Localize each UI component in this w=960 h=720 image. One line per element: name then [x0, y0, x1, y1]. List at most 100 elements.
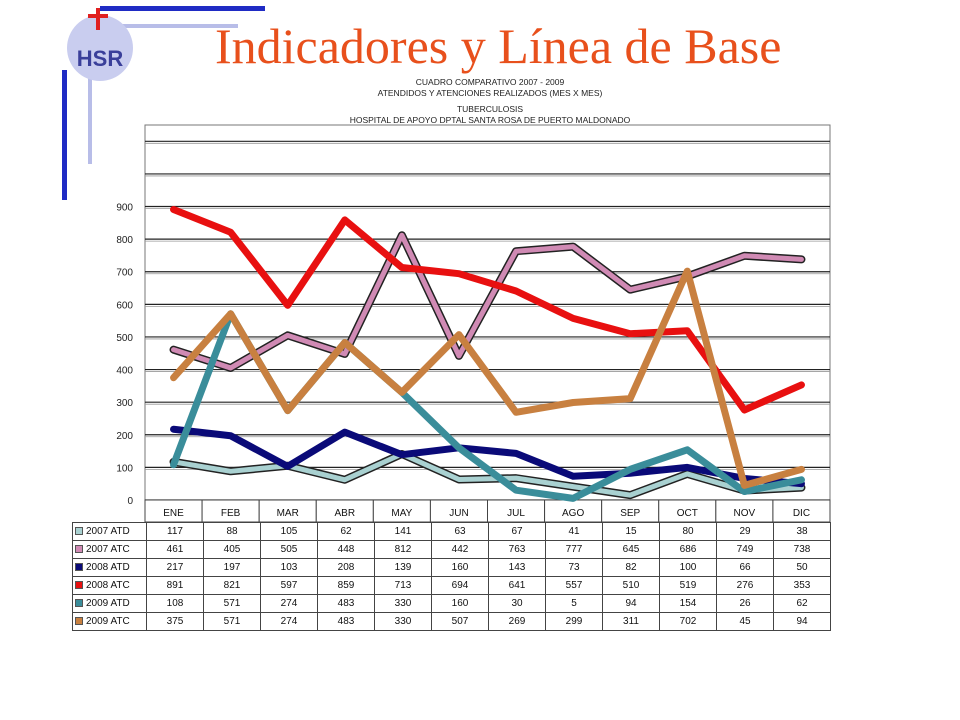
- table-cell: 62: [317, 522, 375, 541]
- table-cell: 641: [488, 576, 546, 595]
- data-point-2009-atd: [572, 497, 574, 499]
- chart-title-line-2: ATENDIDOS Y ATENCIONES REALIZADOS (MES X…: [377, 88, 603, 98]
- data-point-2009-atc: [800, 468, 802, 470]
- data-point-2007-atd: [230, 470, 232, 472]
- data-point-2009-atc: [458, 334, 460, 336]
- x-tick-label: FEB: [221, 508, 241, 519]
- data-point-2008-atd: [401, 454, 403, 456]
- table-cell: 859: [317, 576, 375, 595]
- data-point-2007-atc: [629, 289, 631, 291]
- x-tick-label: NOV: [734, 508, 756, 519]
- table-cell: 103: [260, 558, 318, 577]
- table-cell: 405: [203, 540, 261, 559]
- table-row: 2008 ATC 891 821 597 859 713 694 641 557 510 519 27…: [72, 576, 831, 595]
- table-cell: 38: [773, 522, 831, 541]
- y-tick-label: 700: [116, 268, 133, 279]
- legend-entry: 2008 ATD: [72, 558, 147, 577]
- table-cell: 217: [146, 558, 204, 577]
- table-cell: 63: [431, 522, 489, 541]
- table-cell: 299: [545, 612, 603, 631]
- table-cell: 41: [545, 522, 603, 541]
- y-tick-label: 200: [116, 431, 133, 442]
- data-point-2008-atd: [572, 475, 574, 477]
- table-cell: 375: [146, 612, 204, 631]
- y-tick-label: 400: [116, 366, 133, 377]
- legend-label: 2009 ATC: [86, 616, 130, 627]
- data-point-2008-atc: [458, 273, 460, 275]
- x-tick-label: ENE: [163, 508, 184, 519]
- table-cell: 82: [602, 558, 660, 577]
- table-cell: 557: [545, 576, 603, 595]
- legend-entry: 2009 ATC: [72, 612, 147, 631]
- data-point-2008-atd: [686, 466, 688, 468]
- data-point-2008-atc: [515, 290, 517, 292]
- table-cell: 274: [260, 594, 318, 613]
- table-cell: 26: [716, 594, 774, 613]
- data-point-2008-atc: [401, 267, 403, 268]
- series-line-2007-atd: [171, 451, 804, 498]
- data-point-2009-atd: [800, 479, 802, 481]
- table-cell: 821: [203, 576, 261, 595]
- table-cell: 29: [716, 522, 774, 541]
- data-point-2007-atd: [800, 487, 802, 489]
- table-cell: 330: [374, 612, 432, 631]
- data-point-2007-atc: [572, 246, 574, 248]
- data-point-2009-atd: [743, 491, 745, 493]
- data-point-2009-atd: [686, 449, 688, 451]
- table-cell: 108: [146, 594, 204, 613]
- legend-swatch-icon: [75, 581, 83, 590]
- table-cell: 66: [716, 558, 774, 577]
- legend-label: 2008 ATC: [86, 580, 130, 591]
- data-point-2007-atc: [743, 255, 745, 257]
- table-row: 2009 ATD 108 571 274 483 330 160 30 5 94 154 26 62: [72, 594, 831, 613]
- legend-entry: 2007 ATD: [72, 522, 147, 541]
- data-point-2007-atc: [344, 353, 346, 355]
- table-cell: 645: [602, 540, 660, 559]
- table-cell: 571: [203, 612, 261, 631]
- data-point-2008-atc: [572, 317, 574, 319]
- table-cell: 461: [146, 540, 204, 559]
- table-row: 2008 ATD 217 197 103 208 139 160 143 73 82 100 66 50: [72, 558, 831, 577]
- series-line-2009-atc: [170, 267, 805, 489]
- data-point-2007-atc: [800, 258, 802, 260]
- chart-title-line-1: CUADRO COMPARATIVO 2007 - 2009: [415, 77, 565, 87]
- data-point-2008-atd: [173, 428, 175, 430]
- data-point-2009-atd: [629, 468, 631, 470]
- logo-text: HSR: [77, 46, 124, 71]
- data-point-2008-atc: [344, 219, 346, 221]
- data-point-2009-atc: [287, 410, 289, 412]
- data-point-2009-atc: [572, 402, 574, 403]
- table-cell: 141: [374, 522, 432, 541]
- table-cell: 94: [602, 594, 660, 613]
- table-cell: 777: [545, 540, 603, 559]
- table-cell: 94: [773, 612, 831, 631]
- legend-label: 2008 ATD: [86, 562, 130, 573]
- data-point-2007-atd: [458, 478, 460, 480]
- table-row: 2009 ATC 375 571 274 483 330 507 269 299 311 702 45…: [72, 612, 831, 631]
- table-cell: 702: [659, 612, 717, 631]
- hospital-logo: HSR: [67, 8, 133, 81]
- table-cell: 197: [203, 558, 261, 577]
- table-cell: 891: [146, 576, 204, 595]
- x-tick-label: OCT: [677, 508, 698, 519]
- legend-label: 2009 ATD: [86, 598, 130, 609]
- decorative-bar-top: [100, 6, 265, 11]
- data-point-2009-atd: [458, 447, 460, 449]
- y-tick-label: 0: [127, 496, 133, 507]
- data-point-2008-atd: [515, 452, 517, 454]
- data-point-2007-atc: [287, 334, 289, 336]
- legend-swatch-icon: [75, 563, 83, 572]
- table-cell: 62: [773, 594, 831, 613]
- page-title: Indicadores y Línea de Base: [215, 18, 782, 74]
- x-tick-label: DIC: [793, 508, 810, 519]
- data-table: 2007 ATD 117 88 105 62 141 63 67 41 15 80 29 38 2007 …: [72, 522, 831, 631]
- table-cell: 330: [374, 594, 432, 613]
- data-point-2007-atd: [686, 473, 688, 475]
- data-point-2009-atc: [230, 313, 232, 315]
- data-point-2008-atd: [230, 435, 232, 437]
- legend-swatch-icon: [75, 599, 83, 608]
- table-cell: 571: [203, 594, 261, 613]
- table-cell: 80: [659, 522, 717, 541]
- table-cell: 67: [488, 522, 546, 541]
